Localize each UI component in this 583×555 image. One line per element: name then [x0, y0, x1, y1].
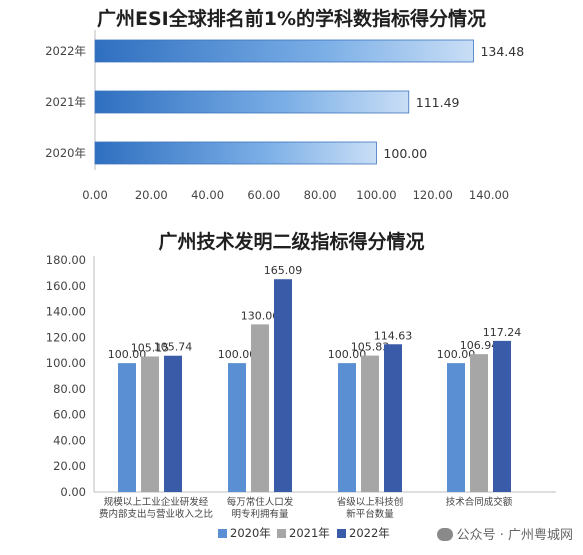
invention-category-label: 费内部支出与营业收入之比 — [99, 508, 213, 520]
esi-x-tick-label: 120.00 — [413, 188, 453, 202]
esi-x-tick-label: 60.00 — [247, 188, 280, 202]
invention-y-tick-label: 140.00 — [46, 305, 86, 319]
invention-category-label: 新平台数量 — [346, 508, 394, 520]
invention-value-label: 100.00 — [108, 348, 147, 361]
esi-chart-title: 广州ESI全球排名前1%的学科数指标得分情况 — [97, 8, 486, 30]
invention-bar — [164, 355, 182, 492]
invention-value-label: 130.06 — [241, 309, 280, 322]
legend-label: 2022年 — [349, 526, 390, 540]
invention-bar — [384, 344, 402, 492]
invention-value-label: 106.94 — [460, 339, 499, 352]
invention-category-label: 规模以上工业企业研发经 — [104, 496, 209, 508]
esi-value-label: 111.49 — [416, 95, 460, 110]
invention-value-label: 100.00 — [328, 348, 367, 361]
invention-category-label: 技术合同成交额 — [446, 496, 513, 508]
invention-value-label: 100.00 — [437, 348, 476, 361]
invention-y-tick-label: 160.00 — [46, 279, 86, 293]
invention-bar — [338, 363, 356, 492]
invention-bar — [447, 363, 465, 492]
invention-bar — [361, 355, 379, 492]
esi-x-tick-label: 140.00 — [469, 188, 509, 202]
esi-bar — [94, 90, 410, 114]
esi-x-tick-label: 100.00 — [356, 188, 396, 202]
invention-bar — [274, 279, 292, 492]
wechat-icon — [436, 528, 453, 541]
invention-value-label: 165.09 — [264, 264, 303, 277]
esi-bar — [94, 39, 474, 63]
invention-y-tick-label: 40.00 — [53, 433, 86, 447]
legend-swatch — [218, 529, 227, 538]
esi-x-tick-label: 20.00 — [135, 188, 168, 202]
invention-y-tick-label: 0.00 — [60, 485, 86, 499]
invention-y-tick-label: 20.00 — [53, 459, 86, 473]
invention-category-label: 省级以上科技创 — [337, 496, 404, 508]
legend-label: 2020年 — [230, 526, 271, 540]
invention-chart-title: 广州技术发明二级指标得分情况 — [158, 231, 425, 253]
invention-y-tick-label: 120.00 — [46, 330, 86, 344]
legend-swatch — [337, 529, 346, 538]
invention-y-tick-label: 100.00 — [46, 356, 86, 370]
esi-bar-chart: 2022年 134.48 2021年 111.49 2020年 100.00 0.00 20.… — [45, 30, 524, 202]
invention-category-label: 明专利拥有量 — [231, 508, 289, 520]
invention-bar — [493, 340, 511, 492]
invention-y-tick-label: 60.00 — [53, 408, 86, 422]
invention-bar — [228, 363, 246, 492]
esi-category-label: 2021年 — [45, 95, 86, 109]
legend-swatch — [277, 529, 286, 538]
invention-value-label: 114.63 — [374, 329, 413, 342]
watermark-text: 公众号 · 广州粤城网 — [456, 528, 573, 543]
invention-value-label: 105.15 — [131, 341, 170, 354]
esi-x-tick-label: 40.00 — [191, 188, 224, 202]
invention-bar — [251, 324, 269, 492]
legend-label: 2021年 — [289, 526, 330, 540]
invention-bar — [118, 363, 136, 492]
invention-value-label: 117.24 — [483, 326, 522, 339]
invention-value-label: 105.83 — [351, 341, 390, 354]
invention-bar — [470, 354, 488, 492]
esi-bar — [94, 141, 377, 165]
watermark: 公众号 · 广州粤城网 — [436, 524, 573, 543]
invention-y-tick-label: 180.00 — [46, 253, 86, 267]
esi-x-tick-label: 80.00 — [304, 188, 337, 202]
invention-category-label: 每万常住人口发 — [227, 496, 294, 508]
invention-value-label: 100.00 — [218, 348, 257, 361]
invention-bar — [141, 356, 159, 492]
esi-category-label: 2020年 — [45, 146, 86, 160]
invention-value-label: 105.74 — [154, 341, 193, 354]
esi-value-label: 134.48 — [480, 44, 524, 59]
esi-x-tick-label: 0.00 — [82, 188, 108, 202]
invention-y-tick-label: 80.00 — [53, 382, 86, 396]
esi-category-label: 2022年 — [45, 44, 86, 58]
esi-value-label: 100.00 — [383, 146, 427, 161]
